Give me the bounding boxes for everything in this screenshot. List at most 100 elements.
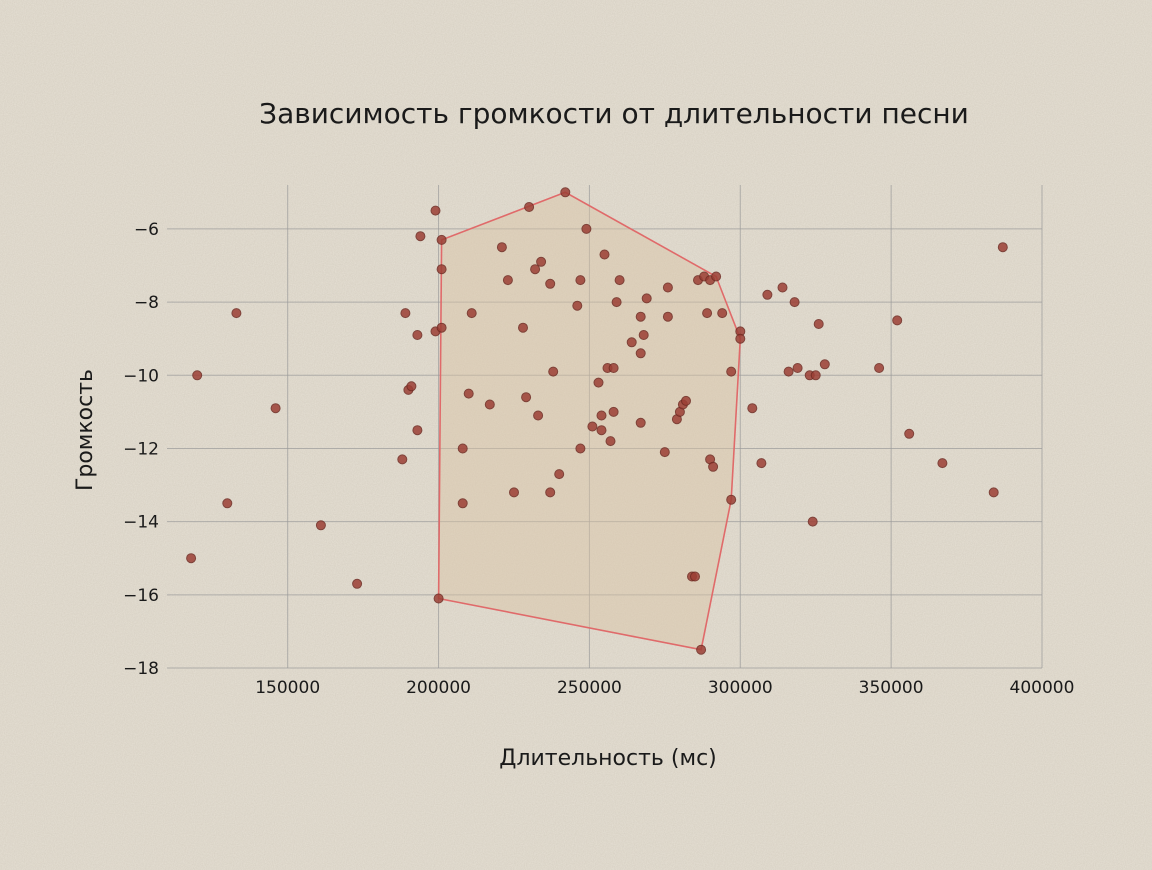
- data-point: [484, 399, 495, 410]
- data-point: [548, 366, 559, 377]
- data-point: [231, 308, 242, 319]
- data-point: [708, 461, 719, 472]
- data-point: [457, 498, 468, 509]
- data-point: [635, 348, 646, 359]
- data-point: [726, 366, 737, 377]
- y-tick-label: −18: [123, 659, 159, 679]
- data-point: [554, 469, 565, 480]
- data-point: [611, 297, 622, 308]
- data-point: [717, 308, 728, 319]
- data-point: [436, 234, 447, 245]
- data-point: [572, 300, 583, 311]
- data-point: [545, 487, 556, 498]
- data-point: [186, 553, 197, 564]
- data-point: [430, 205, 441, 216]
- data-point: [635, 417, 646, 428]
- data-point: [436, 322, 447, 333]
- data-point: [192, 370, 203, 381]
- data-point: [545, 278, 556, 289]
- y-axis-label: Громкость: [73, 369, 98, 491]
- data-point: [533, 410, 544, 421]
- data-point: [518, 322, 528, 333]
- data-point: [608, 406, 619, 417]
- data-point: [756, 458, 767, 469]
- x-tick-label: 250000: [557, 678, 622, 698]
- data-point: [747, 403, 758, 414]
- data-point: [783, 366, 794, 377]
- data-point: [819, 359, 830, 370]
- data-point: [605, 436, 616, 447]
- data-point: [988, 487, 999, 498]
- data-point: [874, 363, 885, 373]
- data-point: [662, 282, 673, 293]
- data-point: [635, 311, 646, 322]
- data-point: [352, 578, 363, 589]
- data-point: [626, 337, 637, 348]
- data-point: [412, 425, 423, 436]
- x-tick-label: 150000: [255, 678, 320, 698]
- data-point: [596, 425, 607, 436]
- data-point: [466, 308, 477, 319]
- data-point: [997, 242, 1008, 253]
- data-point: [524, 202, 535, 212]
- data-point: [690, 571, 700, 582]
- convex-hull-polygon: [437, 191, 742, 651]
- data-point: [400, 308, 411, 319]
- data-point: [892, 315, 903, 326]
- data-point: [222, 498, 233, 509]
- data-point: [735, 333, 746, 344]
- data-point: [696, 644, 707, 655]
- data-point: [807, 516, 818, 527]
- data-point: [813, 319, 824, 329]
- data-point: [662, 311, 673, 322]
- data-point: [502, 275, 513, 286]
- data-point: [641, 293, 652, 304]
- data-point: [412, 330, 423, 340]
- y-tick-label: −16: [123, 586, 159, 606]
- data-point: [436, 264, 447, 275]
- data-point: [496, 242, 507, 253]
- data-point: [614, 275, 625, 286]
- data-point: [789, 297, 800, 308]
- data-point: [593, 377, 604, 388]
- points: [186, 187, 1008, 655]
- y-tick-label: −10: [123, 366, 159, 386]
- data-point: [608, 363, 619, 373]
- data-point: [315, 520, 326, 531]
- y-tick-label: −12: [123, 439, 159, 459]
- data-point: [810, 370, 821, 381]
- data-point: [762, 289, 773, 300]
- data-point: [904, 428, 915, 439]
- y-tick-label: −6: [134, 220, 159, 240]
- hull-area: [437, 191, 742, 651]
- data-point: [575, 443, 586, 454]
- data-point: [777, 282, 788, 293]
- data-point: [521, 392, 532, 403]
- data-point: [463, 388, 474, 399]
- data-point: [726, 494, 737, 505]
- y-tick-label: −14: [123, 513, 159, 533]
- data-point: [702, 308, 713, 319]
- data-point: [575, 275, 586, 286]
- data-point: [599, 249, 610, 260]
- data-point: [587, 421, 598, 432]
- data-point: [792, 363, 803, 373]
- x-tick-label: 350000: [859, 678, 924, 698]
- data-point: [509, 487, 519, 498]
- y-tick-label: −8: [134, 293, 159, 313]
- data-point: [581, 223, 592, 234]
- tick-labels: 150000 200000 250000 300000 350000 400000 −6 −8…: [123, 220, 1074, 698]
- data-point: [638, 330, 649, 340]
- data-point: [397, 454, 408, 465]
- x-tick-label: 200000: [406, 678, 471, 698]
- data-point: [433, 593, 444, 604]
- data-point: [415, 231, 426, 242]
- chart-title: Зависимость громкости от длительности пе…: [259, 97, 969, 130]
- data-point: [536, 256, 547, 267]
- data-point: [457, 443, 468, 454]
- data-point: [596, 410, 607, 421]
- data-point: [659, 447, 670, 458]
